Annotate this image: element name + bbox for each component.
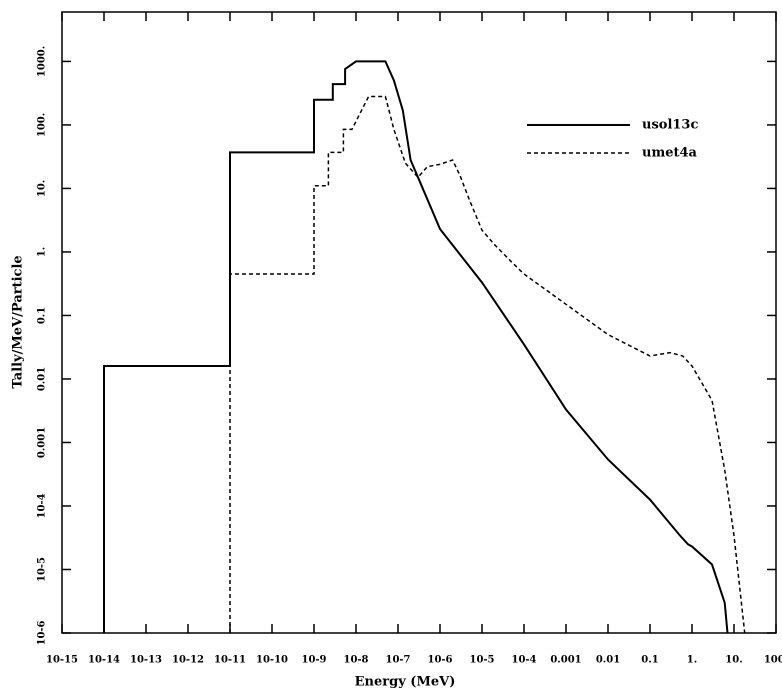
- x-tick-label: 10-7: [385, 655, 410, 666]
- legend-label: umet4a: [642, 146, 698, 161]
- series-line: [103, 60, 729, 634]
- x-tick-label: 0.01: [596, 655, 620, 666]
- x-tick-label: 0.1: [641, 655, 658, 666]
- y-tick-label: 1000.: [37, 46, 48, 77]
- y-tick-label: 10-6: [37, 620, 48, 645]
- x-tick-label: 10-13: [130, 655, 162, 666]
- series-line: [229, 95, 746, 634]
- plot-frame: [61, 11, 777, 634]
- x-tick-label: 10-12: [172, 655, 204, 666]
- x-tick-label: 10-6: [427, 655, 452, 666]
- x-tick-label: 0.001: [550, 655, 581, 666]
- x-tick-label: 10-8: [343, 655, 368, 666]
- x-tick-label: 10-9: [301, 655, 326, 666]
- y-tick-label: 0.001: [37, 427, 48, 458]
- y-tick-label: 10-5: [37, 557, 48, 582]
- y-tick-label: 0.01: [37, 367, 48, 391]
- x-tick-label: 10-5: [469, 655, 494, 666]
- legend-label: usol13c: [642, 118, 698, 133]
- y-tick-label: 10.: [37, 180, 48, 197]
- x-axis-label: Energy (MeV): [355, 675, 456, 690]
- x-tick-label: 10-14: [88, 655, 120, 666]
- x-tick-label: 1.: [687, 655, 697, 666]
- x-tick-label: 10-15: [46, 655, 78, 666]
- y-tick-label: 0.1: [37, 307, 48, 324]
- x-tick-label: 10.: [725, 655, 742, 666]
- x-tick-label: 10-11: [214, 655, 246, 666]
- y-tick-label: 10-4: [37, 493, 48, 518]
- y-tick-label: 100.: [37, 113, 48, 137]
- x-tick-label: 10-4: [511, 655, 536, 666]
- x-tick-label: 100.: [764, 655, 782, 666]
- y-axis-label: Tally/MeV/Particle: [11, 255, 26, 388]
- y-tick-label: 1.: [37, 247, 48, 257]
- x-tick-label: 10-10: [256, 655, 288, 666]
